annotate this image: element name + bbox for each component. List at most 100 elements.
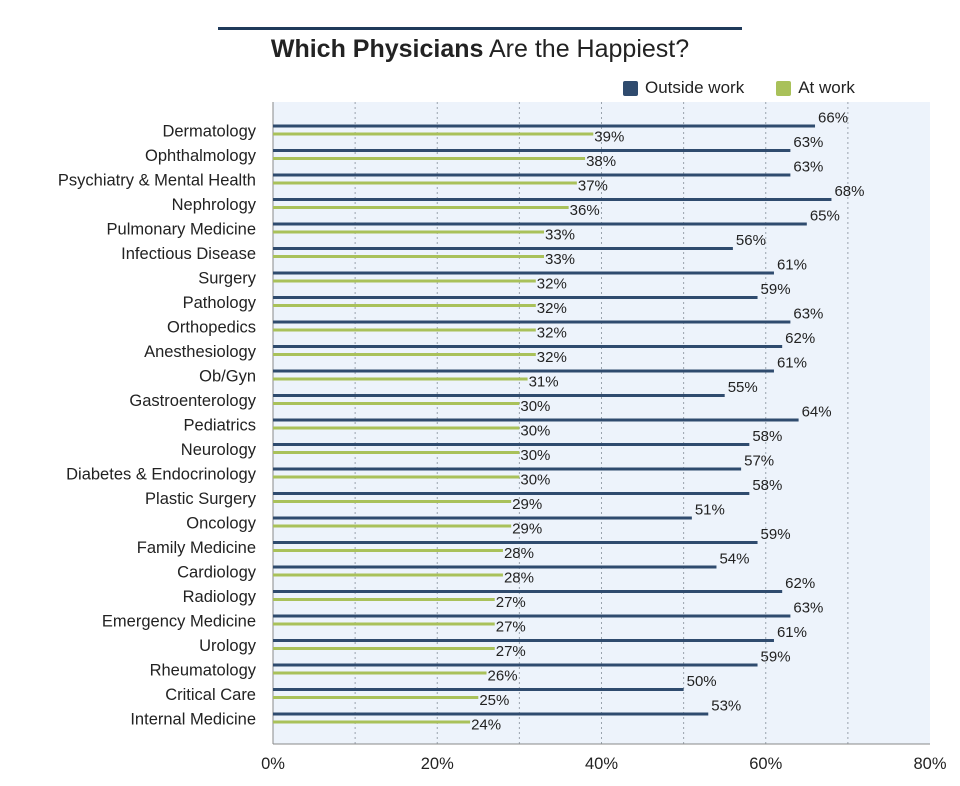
category-label: Cardiology <box>177 564 257 582</box>
data-label-at-work: 30% <box>520 472 550 489</box>
category-label: Pulmonary Medicine <box>107 221 256 239</box>
bar-outside-work <box>273 173 791 177</box>
category-label: Surgery <box>198 270 257 288</box>
data-label-outside-work: 59% <box>761 649 791 666</box>
bar-at-work <box>273 426 520 430</box>
data-label-outside-work: 58% <box>752 477 782 494</box>
legend-label-at-work: At work <box>798 78 855 97</box>
category-label: Diabetes & Endocrinology <box>66 466 257 484</box>
bar-outside-work <box>273 688 684 691</box>
category-label: Internal Medicine <box>130 711 256 729</box>
data-label-outside-work: 56% <box>736 232 766 249</box>
data-label-at-work: 25% <box>479 692 509 709</box>
bar-outside-work <box>273 369 774 373</box>
category-label: Family Medicine <box>137 539 256 557</box>
bar-at-work <box>273 500 512 503</box>
category-label: Ob/Gyn <box>199 368 256 386</box>
category-label: Radiology <box>183 588 257 606</box>
bar-at-work <box>273 353 536 356</box>
data-label-outside-work: 61% <box>777 257 807 274</box>
bar-at-work <box>273 671 487 675</box>
bar-outside-work <box>273 541 758 544</box>
chart-title-rest: Are the Happiest? <box>489 35 690 63</box>
bar-outside-work <box>273 149 791 152</box>
data-label-at-work: 27% <box>496 594 526 611</box>
bar-at-work <box>273 573 503 577</box>
bar-at-work <box>273 720 471 724</box>
bar-at-work <box>273 696 479 699</box>
data-label-outside-work: 63% <box>793 306 823 323</box>
category-label: Dermatology <box>162 123 256 141</box>
legend-swatch-at-work <box>776 80 792 96</box>
legend-item-outside-work: Outside work <box>623 78 744 98</box>
data-label-at-work: 28% <box>504 545 534 562</box>
x-tick-label: 80% <box>913 755 946 773</box>
data-label-at-work: 36% <box>570 202 600 219</box>
bar-at-work <box>273 549 503 552</box>
x-tick-label: 20% <box>421 755 454 773</box>
bar-at-work <box>273 475 520 479</box>
x-tick-label: 40% <box>585 755 618 773</box>
chart-title: Which Physicians Are the Happiest? <box>0 35 960 64</box>
data-label-at-work: 27% <box>496 619 526 636</box>
bar-outside-work <box>273 712 709 716</box>
bar-outside-work <box>273 222 807 226</box>
data-label-outside-work: 51% <box>695 502 725 519</box>
bar-at-work <box>273 181 577 185</box>
data-label-at-work: 29% <box>512 496 542 513</box>
bar-outside-work <box>273 345 783 348</box>
data-label-outside-work: 66% <box>818 110 848 127</box>
data-label-at-work: 33% <box>545 251 575 268</box>
bar-at-work <box>273 206 569 209</box>
category-label: Ophthalmology <box>145 147 257 165</box>
data-label-outside-work: 53% <box>711 698 741 715</box>
bar-outside-work <box>273 565 717 569</box>
data-label-outside-work: 55% <box>728 379 758 396</box>
data-label-at-work: 37% <box>578 178 608 195</box>
data-label-at-work: 26% <box>488 668 518 685</box>
data-label-at-work: 24% <box>471 717 501 734</box>
category-label: Neurology <box>181 441 257 459</box>
data-label-outside-work: 63% <box>793 134 823 151</box>
data-label-outside-work: 61% <box>777 355 807 372</box>
bar-outside-work <box>273 492 750 495</box>
data-label-outside-work: 62% <box>785 330 815 347</box>
bar-outside-work <box>273 271 774 275</box>
data-label-at-work: 30% <box>520 447 550 464</box>
category-label: Plastic Surgery <box>145 490 257 508</box>
category-label: Emergency Medicine <box>102 613 256 631</box>
data-label-outside-work: 59% <box>761 526 791 543</box>
title-rule <box>218 27 742 30</box>
category-label: Rheumatology <box>150 662 257 680</box>
bar-outside-work <box>273 614 791 618</box>
bar-at-work <box>273 598 495 601</box>
chart-title-bold: Which Physicians <box>270 35 484 63</box>
bar-outside-work <box>273 516 692 520</box>
data-label-at-work: 39% <box>594 129 624 146</box>
data-label-at-work: 29% <box>512 521 542 538</box>
x-tick-label: 60% <box>749 755 782 773</box>
bar-at-work <box>273 451 520 454</box>
bar-at-work <box>273 377 528 381</box>
bar-outside-work <box>273 296 758 299</box>
bar-outside-work <box>273 418 799 422</box>
bar-outside-work <box>273 247 733 250</box>
bar-outside-work <box>273 590 783 593</box>
data-label-outside-work: 50% <box>687 673 717 690</box>
data-label-outside-work: 64% <box>802 404 832 421</box>
bar-at-work <box>273 524 512 528</box>
bar-at-work <box>273 230 545 234</box>
data-label-at-work: 38% <box>586 153 616 170</box>
bar-at-work <box>273 279 536 283</box>
category-label: Infectious Disease <box>121 245 256 263</box>
bar-at-work <box>273 157 586 160</box>
data-label-outside-work: 57% <box>744 453 774 470</box>
category-label: Pathology <box>183 294 257 312</box>
legend: Outside work At work <box>623 78 887 98</box>
data-label-at-work: 27% <box>496 643 526 660</box>
data-label-at-work: 31% <box>529 374 559 391</box>
data-label-outside-work: 61% <box>777 624 807 641</box>
bar-at-work <box>273 622 495 626</box>
data-label-outside-work: 63% <box>793 159 823 176</box>
bar-outside-work <box>273 639 774 642</box>
